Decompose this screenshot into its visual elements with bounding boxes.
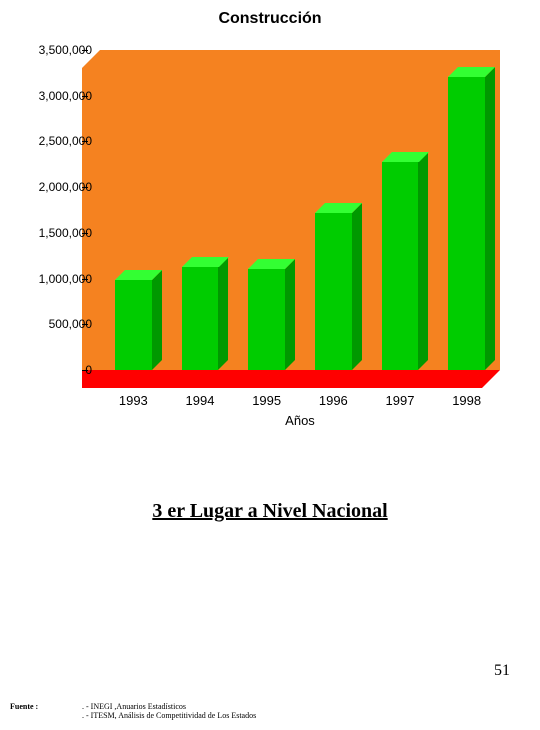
bar-front: [448, 77, 485, 370]
bar-front: [315, 213, 352, 370]
bar: [448, 77, 485, 370]
y-tick-mark: [82, 324, 88, 325]
bar: [115, 280, 152, 370]
y-tick-mark: [82, 187, 88, 188]
bar-front: [382, 162, 419, 370]
y-tick-mark: [82, 50, 88, 51]
chart-plot: 0500,0001,000,0001,500,0002,000,0002,500…: [100, 50, 500, 370]
page-number: 51: [494, 662, 510, 680]
y-tick-mark: [82, 141, 88, 142]
bar-side: [285, 259, 295, 370]
y-tick-mark: [82, 279, 88, 280]
y-tick-mark: [82, 96, 88, 97]
bar: [315, 213, 352, 370]
bar-front: [182, 267, 219, 370]
y-tick-mark: [82, 370, 88, 371]
x-tick-label: 1995: [252, 393, 281, 408]
footer-line-2: . - ITESM, Análisis de Competitividad de…: [82, 711, 256, 720]
bar-side: [218, 257, 228, 370]
footer-label: Fuente :: [10, 702, 80, 711]
x-axis-label: Años: [285, 413, 315, 428]
x-tick-label: 1994: [186, 393, 215, 408]
bar: [182, 267, 219, 370]
y-tick-mark: [82, 233, 88, 234]
x-tick-label: 1993: [119, 393, 148, 408]
bar-side: [485, 67, 495, 370]
footer-line-1: . - INEGI ,Anuarios Estadísticos: [82, 702, 186, 711]
bar-side: [152, 270, 162, 370]
x-tick-label: 1997: [386, 393, 415, 408]
subtitle-text: 3 er Lugar a Nivel Nacional: [0, 500, 540, 523]
chart-floor: [82, 370, 500, 388]
x-tick-label: 1996: [319, 393, 348, 408]
chart-title: Construcción: [20, 10, 520, 28]
bar: [382, 162, 419, 370]
footer-lines: . - INEGI ,Anuarios Estadísticos . - ITE…: [82, 702, 256, 720]
bar-front: [115, 280, 152, 370]
bar-side: [352, 203, 362, 370]
bar-front: [248, 269, 285, 370]
footer-source: Fuente : . - INEGI ,Anuarios Estadístico…: [10, 702, 256, 720]
x-tick-label: 1998: [452, 393, 481, 408]
chart-container: Construcción 0500,0001,000,0001,500,0002…: [20, 10, 520, 430]
bar-side: [418, 152, 428, 370]
bar: [248, 269, 285, 370]
